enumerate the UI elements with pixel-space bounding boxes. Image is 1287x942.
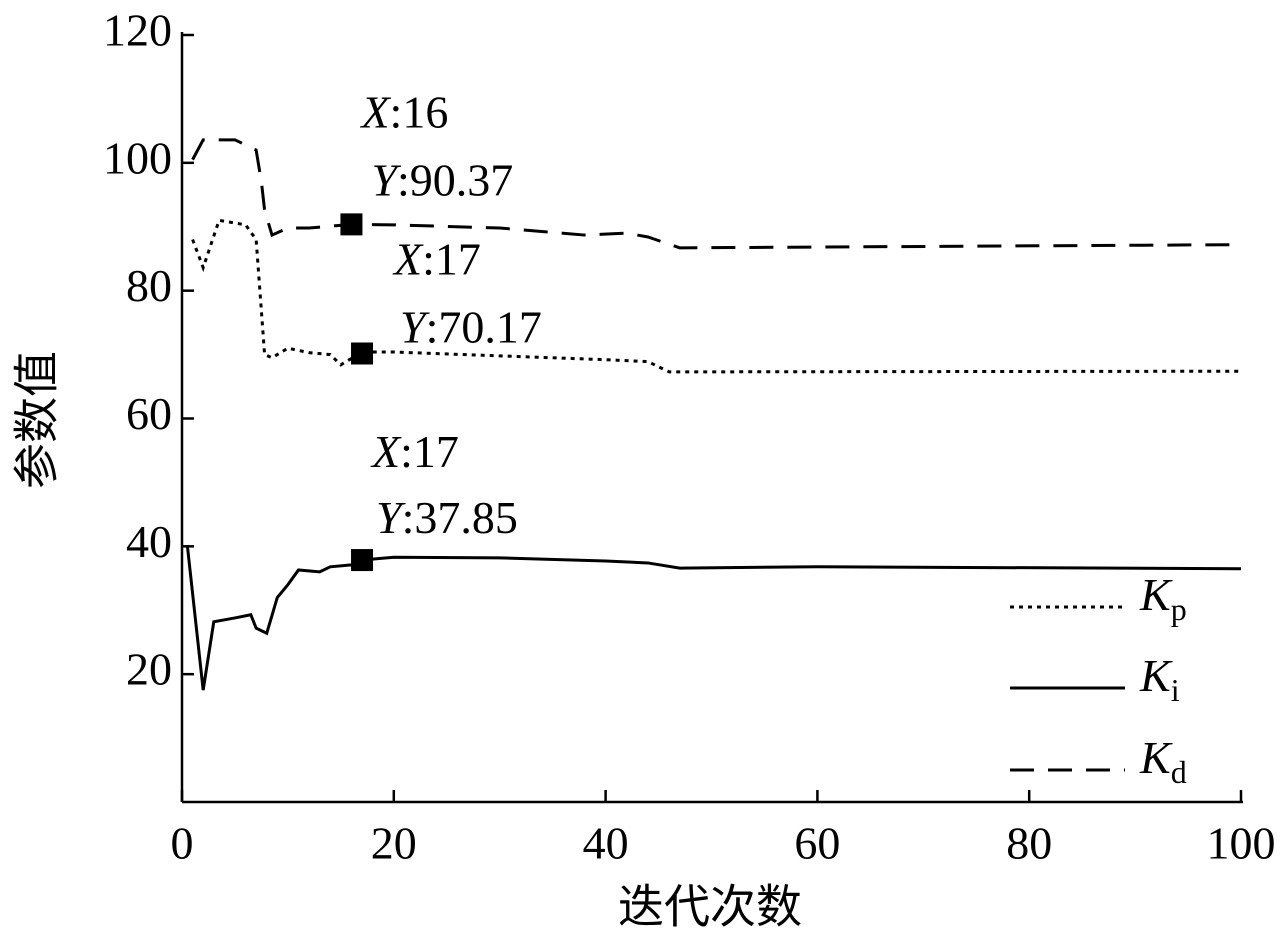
legend-label: Ki bbox=[1139, 650, 1180, 709]
marker bbox=[340, 213, 363, 236]
y-tick-label: 100 bbox=[103, 132, 172, 183]
x-tick-label: 60 bbox=[794, 818, 840, 869]
x-axis-label: 迭代次数 bbox=[618, 882, 802, 933]
annotation-x: X:17 bbox=[370, 426, 459, 477]
annotation-y: Y:70.17 bbox=[400, 301, 542, 352]
series-line bbox=[191, 138, 1242, 250]
annotation-y: Y:37.85 bbox=[376, 492, 518, 543]
annotation-x: X:16 bbox=[359, 86, 448, 137]
x-tick-label: 80 bbox=[1006, 818, 1052, 869]
marker bbox=[351, 549, 374, 572]
marker bbox=[351, 342, 374, 365]
x-tick-label: 100 bbox=[1207, 818, 1276, 869]
y-tick-label: 120 bbox=[103, 5, 172, 56]
legend-label: Kd bbox=[1139, 732, 1187, 791]
y-tick-label: 60 bbox=[126, 388, 172, 439]
x-tick-label: 40 bbox=[583, 818, 629, 869]
y-tick-label: 20 bbox=[126, 644, 172, 695]
y-tick-label: 80 bbox=[126, 260, 172, 311]
x-tick-label: 0 bbox=[171, 818, 194, 869]
legend-label: Kp bbox=[1139, 569, 1187, 628]
x-tick-label: 20 bbox=[371, 818, 417, 869]
series-line bbox=[191, 218, 1242, 374]
series-line bbox=[185, 544, 1242, 691]
annotation-x: X:17 bbox=[392, 233, 481, 284]
y-tick-label: 40 bbox=[126, 516, 172, 567]
annotation-y: Y:90.37 bbox=[371, 154, 513, 205]
y-axis-label: 参数值 bbox=[12, 351, 63, 489]
